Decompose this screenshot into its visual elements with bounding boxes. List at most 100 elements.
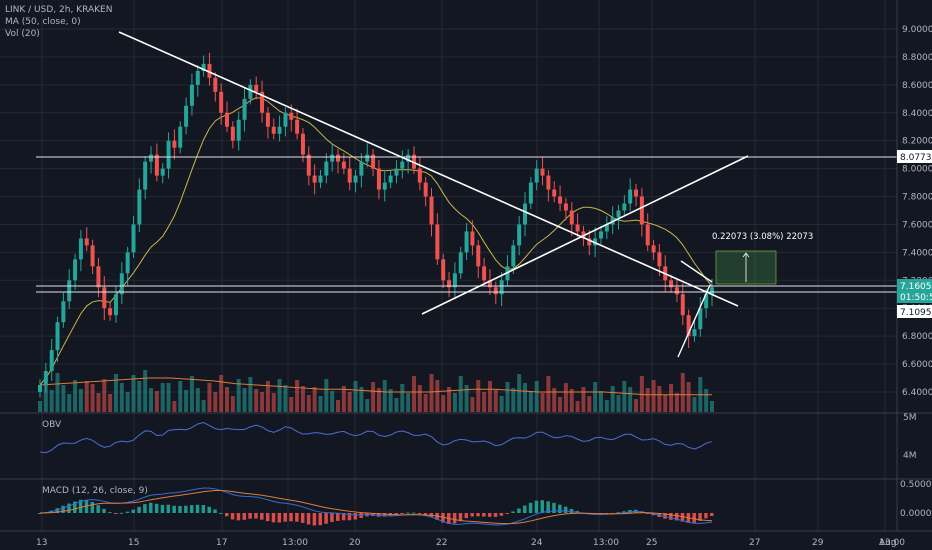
macd-histogram-bar bbox=[382, 513, 387, 517]
volume-bar bbox=[160, 383, 165, 412]
volume-bar bbox=[137, 381, 142, 412]
volume-bar bbox=[482, 392, 487, 412]
candle-body bbox=[464, 231, 469, 253]
candle-body bbox=[388, 175, 393, 183]
time-axis-tick: 15 bbox=[128, 538, 139, 548]
candle-body bbox=[645, 224, 650, 246]
ascending-trendline[interactable] bbox=[421, 155, 749, 315]
ma-legend: MA (50, close, 0) bbox=[5, 17, 81, 27]
candle-body bbox=[336, 154, 341, 162]
candle-body bbox=[341, 161, 346, 169]
volume-bar bbox=[540, 393, 545, 412]
candle-body bbox=[143, 161, 148, 190]
volume-bar bbox=[704, 389, 709, 412]
macd-histogram-bar bbox=[207, 506, 211, 513]
candle-body bbox=[517, 224, 522, 246]
candle-body bbox=[406, 154, 411, 162]
candle-body bbox=[260, 91, 265, 113]
candle-body bbox=[84, 238, 89, 246]
volume-bar bbox=[154, 391, 159, 412]
volume-bar bbox=[55, 373, 60, 412]
candle-body bbox=[511, 245, 516, 267]
volume-bar bbox=[575, 401, 580, 412]
obv-axis-tick-5m: 5M bbox=[903, 413, 917, 423]
macd-histogram-bar bbox=[38, 513, 42, 514]
volume-bar bbox=[400, 384, 405, 412]
candle-body bbox=[534, 168, 539, 183]
macd-histogram-bar bbox=[102, 508, 106, 513]
macd-histogram-bar bbox=[674, 513, 679, 521]
macd-histogram-bar bbox=[704, 513, 708, 519]
volume-bar bbox=[125, 392, 130, 412]
candle-body bbox=[207, 63, 212, 78]
time-axis-tick: 13:00 bbox=[593, 538, 619, 548]
candle-body bbox=[447, 280, 452, 288]
volume-bar bbox=[73, 380, 78, 412]
candle-body bbox=[411, 154, 416, 169]
volume-bar bbox=[692, 397, 697, 412]
volume-bar bbox=[184, 390, 189, 412]
candle-body bbox=[224, 112, 229, 127]
macd-histogram-bar bbox=[125, 511, 130, 513]
volume-bar bbox=[669, 384, 674, 412]
price-axis-tick: 6.60000 bbox=[902, 360, 932, 370]
price-axis-tick: 6.80000 bbox=[902, 332, 932, 342]
price-axis-tick: 7.60000 bbox=[902, 220, 932, 230]
time-axis-tick: 13:00 bbox=[879, 538, 905, 548]
candle-body bbox=[78, 238, 83, 260]
candle-body bbox=[563, 203, 568, 211]
volume-bar bbox=[371, 382, 376, 412]
price-axis-tick: 6.40000 bbox=[902, 388, 932, 398]
macd-histogram-bar bbox=[411, 512, 416, 514]
macd-histogram-bar bbox=[61, 505, 65, 513]
candle-body bbox=[546, 175, 551, 190]
volume-bar bbox=[248, 377, 253, 412]
macd-histogram-bar bbox=[137, 506, 141, 513]
volume-bar bbox=[131, 375, 136, 412]
descending-trendline[interactable] bbox=[118, 31, 739, 307]
macd-histogram-bar bbox=[195, 504, 200, 513]
volume-ma-line bbox=[39, 377, 712, 396]
time-axis-tick: 24 bbox=[531, 538, 543, 548]
time-axis-tick: 17 bbox=[216, 538, 227, 548]
volume-bar bbox=[300, 386, 305, 412]
volume-bar bbox=[43, 384, 48, 412]
candle-body bbox=[353, 175, 358, 183]
volume-bar bbox=[189, 376, 194, 412]
volume-bar bbox=[201, 400, 206, 412]
candle-body bbox=[575, 224, 580, 232]
candle-body bbox=[651, 245, 656, 253]
volume-bar bbox=[347, 392, 352, 412]
current-price-tag bbox=[897, 279, 932, 303]
volume-bar bbox=[318, 396, 323, 412]
candle-body bbox=[236, 119, 241, 141]
candle-body bbox=[698, 308, 703, 330]
macd-histogram-bar bbox=[476, 513, 480, 517]
volume-bar bbox=[224, 387, 229, 412]
candle-body bbox=[458, 252, 463, 274]
price-axis-tick: 9.00000 bbox=[902, 25, 932, 35]
macd-histogram-bar bbox=[224, 513, 229, 517]
volume-bar bbox=[242, 388, 247, 412]
pennant-lower-line[interactable] bbox=[677, 284, 711, 358]
volume-bar bbox=[61, 385, 66, 412]
candle-body bbox=[558, 196, 563, 204]
volume-bar bbox=[113, 374, 118, 412]
time-axis-tick: 20 bbox=[349, 538, 361, 548]
candle-body bbox=[219, 91, 224, 113]
candle-body bbox=[616, 210, 621, 218]
volume-bar bbox=[265, 381, 270, 412]
current-price-label: 7.16056 bbox=[900, 282, 932, 292]
macd-histogram-bar bbox=[353, 513, 358, 520]
macd-histogram-bar bbox=[330, 513, 334, 522]
macd-histogram-bar bbox=[248, 513, 252, 519]
volume-bar bbox=[260, 392, 265, 412]
candle-body bbox=[487, 280, 492, 288]
candle-countdown-label: 01:50:55 bbox=[900, 293, 932, 303]
macd-histogram-bar bbox=[528, 502, 533, 513]
pennant-upper-line[interactable] bbox=[680, 260, 713, 283]
macd-histogram-bar bbox=[283, 513, 287, 522]
candle-body bbox=[166, 140, 171, 169]
